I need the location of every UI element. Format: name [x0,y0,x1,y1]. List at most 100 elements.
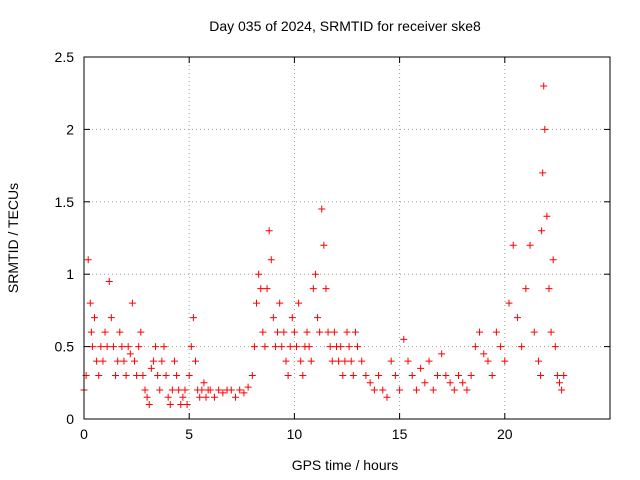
data-point [539,169,547,177]
data-point [314,314,322,322]
data-point [545,285,553,293]
data-point [492,328,500,336]
data-point [543,212,551,220]
data-point [345,343,353,351]
data-point [408,372,416,380]
data-point [120,357,128,365]
data-point [295,299,303,307]
data-point [322,285,330,293]
data-point [484,357,492,365]
data-point [284,372,292,380]
data-point [501,357,509,365]
data-point [480,350,488,358]
data-point [421,379,429,387]
data-point [286,343,294,351]
data-point [198,386,206,394]
data-point [551,343,559,351]
data-point [183,401,191,409]
data-point [240,389,248,397]
data-point [109,343,117,351]
data-point [290,328,298,336]
data-point [130,357,138,365]
data-point [101,328,109,336]
data-point [154,372,162,380]
data-point [112,372,120,380]
data-point [263,285,271,293]
data-point [362,372,370,380]
data-point [141,386,149,394]
data-point [534,357,542,365]
data-point [330,328,338,336]
data-point [341,357,349,365]
data-point [324,328,332,336]
data-point [259,328,267,336]
data-point [522,285,530,293]
data-point [540,82,548,90]
data-point [122,372,130,380]
data-point [269,314,277,322]
data-point [105,277,113,285]
data-point [305,343,313,351]
data-point [547,328,555,336]
data-point [133,372,141,380]
data-point [189,314,197,322]
x-axis-label: GPS time / hours [292,457,399,473]
data-point [103,343,111,351]
data-point [177,401,185,409]
data-point [293,343,301,351]
data-point [513,314,521,322]
data-point [326,343,334,351]
y-axis-label: SRMTID / TECUs [5,183,21,293]
data-point [87,328,95,336]
data-point [383,393,391,401]
data-point [206,386,214,394]
data-point [202,393,210,401]
x-tick-label: 15 [392,426,408,442]
data-point [450,386,458,394]
data-point [412,386,420,394]
data-point [267,256,275,264]
data-point [425,357,433,365]
data-point [170,357,178,365]
data-point [255,270,263,278]
data-point [93,357,101,365]
data-point [231,393,239,401]
x-tick-label: 10 [287,426,303,442]
data-point [200,379,208,387]
data-point [560,372,568,380]
data-point [530,328,538,336]
data-point [558,386,566,394]
data-point [282,357,290,365]
data-point [143,393,151,401]
data-point [455,372,463,380]
data-point [114,357,122,365]
data-point [328,357,336,365]
data-point [86,299,94,307]
data-point [366,379,374,387]
data-point [505,299,513,307]
data-point [459,379,467,387]
data-point [166,401,174,409]
x-tick-label: 0 [80,426,88,442]
data-point [124,343,132,351]
y-tick-label: 1.5 [55,194,75,210]
data-point [219,389,227,397]
data-point [375,372,383,380]
data-point [335,357,343,365]
data-point [537,372,545,380]
axis-ticks: 0 5 10 15 20 0 0.5 1 1.5 2 2.5 [55,49,610,442]
data-point [351,328,359,336]
data-point [347,357,355,365]
data-point [137,328,145,336]
data-point [244,383,252,391]
data-point [99,357,107,365]
data-point [446,379,454,387]
data-point [160,343,168,351]
data-point [179,393,187,401]
data-point [107,314,115,322]
grid-lines [84,57,610,419]
data-point [158,357,166,365]
data-point [379,386,387,394]
data-point [288,314,296,322]
